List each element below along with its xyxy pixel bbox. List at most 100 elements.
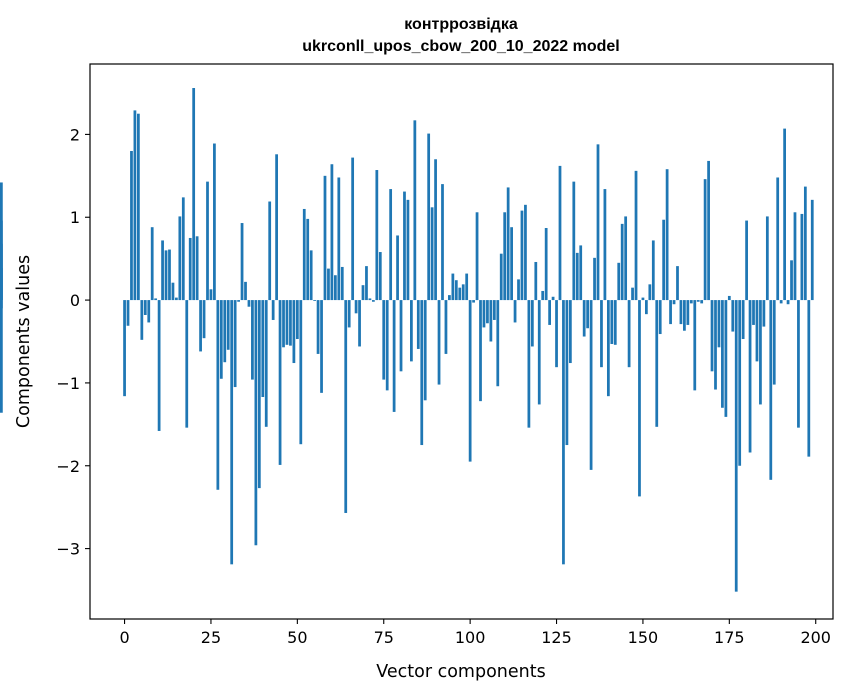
bar xyxy=(251,300,254,380)
bar xyxy=(465,273,469,301)
bar xyxy=(634,170,638,301)
bar xyxy=(410,300,413,362)
bar xyxy=(164,250,168,301)
bar xyxy=(309,250,313,301)
bar xyxy=(731,300,735,332)
bar xyxy=(741,300,745,340)
bar xyxy=(437,300,441,385)
x-axis-ticks: 0 25 50 75 100 125 150 175 200 xyxy=(119,619,831,647)
bar xyxy=(790,260,793,301)
bar xyxy=(759,300,762,405)
bar xyxy=(772,300,776,385)
bar xyxy=(178,216,182,301)
bar xyxy=(209,289,213,301)
bar xyxy=(368,298,372,301)
bar xyxy=(624,216,628,301)
bar xyxy=(147,300,151,323)
x-tick-label: 200 xyxy=(800,628,831,647)
bar xyxy=(714,300,717,390)
bar xyxy=(793,212,797,301)
bar xyxy=(482,300,486,328)
bar xyxy=(700,300,704,304)
bar xyxy=(510,227,513,301)
bar xyxy=(240,223,244,301)
bar xyxy=(226,300,230,350)
bar xyxy=(755,300,759,362)
bar xyxy=(472,300,475,303)
bar xyxy=(378,252,382,301)
bar xyxy=(810,199,814,301)
bar xyxy=(551,296,555,301)
bar xyxy=(302,208,306,301)
bar xyxy=(738,300,742,466)
bar xyxy=(517,279,520,301)
bar xyxy=(620,223,624,301)
bar xyxy=(669,300,672,325)
x-tick-label: 50 xyxy=(287,628,307,647)
bar xyxy=(520,210,524,301)
bar xyxy=(168,249,171,301)
bar xyxy=(285,300,289,345)
bar xyxy=(150,227,154,301)
bar-series xyxy=(0,88,814,592)
x-tick-label: 100 xyxy=(455,628,486,647)
bar xyxy=(403,191,406,301)
bar xyxy=(468,300,472,462)
bar xyxy=(188,237,192,301)
bar xyxy=(717,300,721,348)
bar xyxy=(441,184,444,301)
bar xyxy=(430,207,434,301)
bar xyxy=(603,189,607,301)
bar xyxy=(261,300,265,397)
chart-title: контррозвідка xyxy=(404,16,518,33)
bar xyxy=(157,300,161,431)
bar xyxy=(382,300,386,380)
bar xyxy=(420,300,424,446)
bar xyxy=(558,165,562,301)
bar xyxy=(192,88,196,301)
y-tick-label: −3 xyxy=(56,540,80,559)
bar xyxy=(527,300,531,428)
bar xyxy=(271,300,275,320)
bar xyxy=(244,281,247,301)
bar xyxy=(513,300,517,323)
bar xyxy=(282,300,285,348)
bar xyxy=(185,300,189,428)
bar xyxy=(617,262,621,301)
bar xyxy=(292,300,296,364)
y-tick-label: 1 xyxy=(70,208,80,227)
x-tick-label: 150 xyxy=(628,628,659,647)
bar xyxy=(340,266,344,301)
bar xyxy=(264,300,268,427)
x-axis-label: Vector components xyxy=(376,662,545,682)
bar xyxy=(797,300,800,428)
bar xyxy=(479,300,482,402)
bar xyxy=(396,235,399,301)
bar xyxy=(752,300,755,325)
bar xyxy=(275,154,278,301)
bar xyxy=(683,300,686,331)
bar xyxy=(389,189,393,301)
bar xyxy=(330,164,334,301)
y-tick-label: 0 xyxy=(70,291,80,310)
bar xyxy=(568,300,572,364)
y-tick-label: 2 xyxy=(70,125,80,144)
bar xyxy=(216,300,220,490)
bar xyxy=(323,175,327,301)
bar xyxy=(130,150,133,301)
bar xyxy=(499,253,503,301)
bar xyxy=(589,300,593,470)
y-tick-label: −2 xyxy=(56,457,80,476)
bar xyxy=(213,143,216,301)
bar xyxy=(748,300,752,453)
bar xyxy=(137,113,140,301)
bar xyxy=(724,300,728,417)
bar xyxy=(803,186,807,301)
bar xyxy=(344,300,348,513)
bar xyxy=(579,245,583,301)
bar xyxy=(710,300,714,372)
bar xyxy=(586,300,590,329)
bar xyxy=(555,300,558,368)
bar xyxy=(783,128,786,301)
